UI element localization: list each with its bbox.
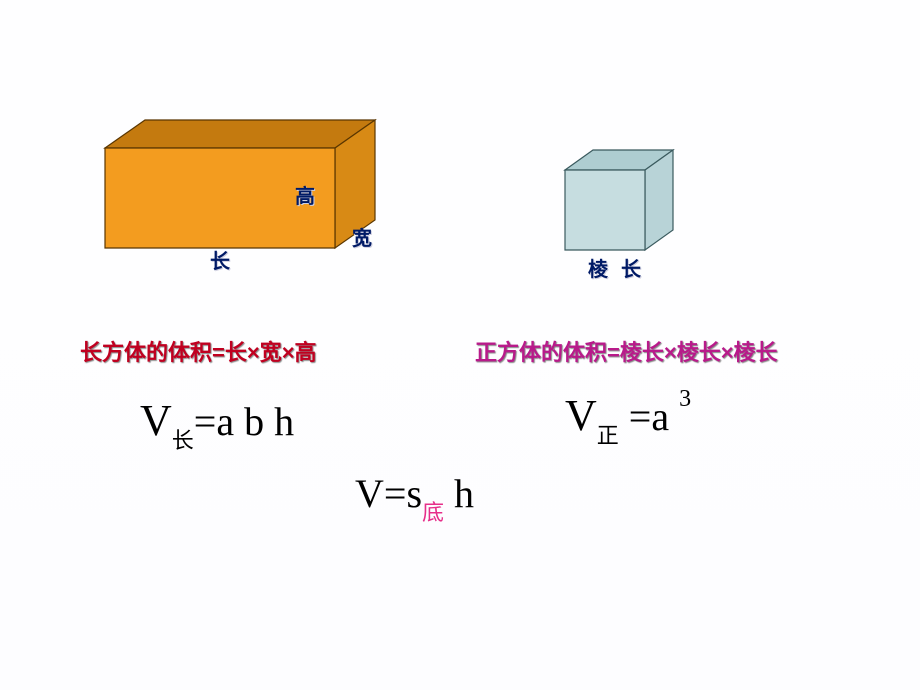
sub-di: 底 bbox=[422, 500, 444, 525]
cube-diagram: 棱 长 bbox=[560, 145, 700, 270]
h-part: h bbox=[444, 471, 474, 516]
cuboid-word-text: 长方体的体积=长×宽×高 bbox=[80, 340, 317, 365]
eq-a: =a bbox=[619, 394, 679, 439]
general-formula: V=s底 h bbox=[355, 470, 474, 523]
label-edge: 棱 长 bbox=[588, 253, 645, 282]
sup-3: 3 bbox=[679, 386, 691, 412]
abh: =a b h bbox=[194, 399, 294, 444]
sub-chang: 长 bbox=[172, 428, 194, 453]
cube-shape bbox=[560, 145, 700, 265]
cuboid-word-formula: 长方体的体积=长×宽×高 bbox=[80, 335, 317, 367]
cube-word-text: 正方体的体积=棱长×棱长×棱长 bbox=[475, 340, 778, 365]
cuboid-diagram: 高 宽 长 bbox=[100, 115, 400, 280]
v-eq-s: V=s bbox=[355, 471, 422, 516]
cube-symbol-formula: V正 =a 3 bbox=[565, 390, 691, 446]
label-width: 宽 bbox=[352, 222, 372, 251]
v-letter: V bbox=[140, 396, 172, 445]
sub-zheng: 正 bbox=[597, 423, 619, 448]
label-length: 长 bbox=[210, 245, 230, 274]
cube-word-formula: 正方体的体积=棱长×棱长×棱长 bbox=[475, 335, 778, 367]
v-letter-cube: V bbox=[565, 391, 597, 440]
label-height: 高 bbox=[295, 180, 315, 209]
cuboid-symbol-formula: V长=a b h bbox=[140, 395, 294, 451]
cuboid-shape bbox=[100, 115, 400, 275]
